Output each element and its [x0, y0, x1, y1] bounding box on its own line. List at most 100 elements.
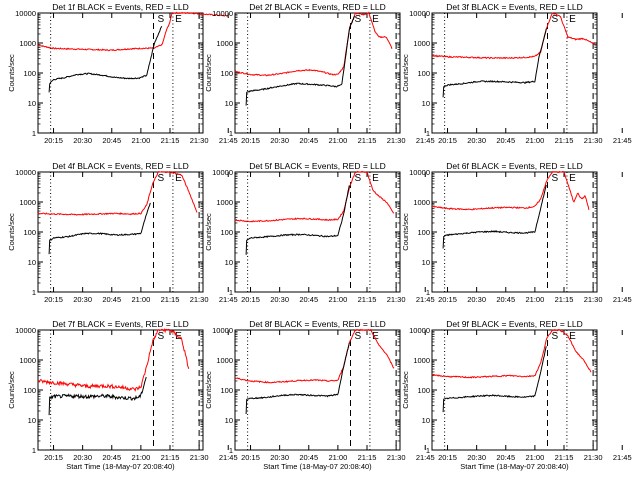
x-tick-label: 20:45 [299, 295, 318, 304]
y-tick-label: 10 [422, 416, 430, 425]
x-tick-label: 20:30 [467, 453, 486, 462]
x-tick-label: 20:30 [270, 136, 289, 145]
y-tick-label: 1 [229, 129, 233, 138]
y-tick-label: 100 [23, 386, 36, 395]
x-tick-label: 20:15 [438, 453, 457, 462]
x-tick-label: 20:15 [241, 136, 260, 145]
y-tick-label: 1000 [19, 356, 36, 365]
x-tick-label: 21:00 [328, 136, 347, 145]
chart-panel-3: Det 3f BLACK = Events, RED = LLD 1 10 100 10… [401, 2, 632, 145]
y-tick-label: 1 [426, 129, 430, 138]
chart-title: Det 2f BLACK = Events, RED = LLD [249, 2, 386, 12]
x-tick-label: 21:00 [328, 295, 347, 304]
y-axis-label: Counts/sec [401, 371, 410, 409]
y-tick-label: 1 [229, 288, 233, 297]
x-tick-label: 20:15 [241, 453, 260, 462]
events-series-line [48, 202, 151, 255]
x-tick-label: 21:15 [358, 136, 377, 145]
x-tick-label: 20:30 [270, 453, 289, 462]
x-tick-label: 20:45 [102, 136, 121, 145]
y-tick-label: 1000 [413, 198, 430, 207]
y-tick-label: 1000 [216, 198, 233, 207]
chart-title: Det 1f BLACK = Events, RED = LLD [52, 2, 189, 12]
x-tick-label: 20:45 [496, 136, 515, 145]
x-tick-label: 20:45 [102, 295, 121, 304]
x-tick-label: 21:45 [613, 453, 632, 462]
y-tick-label: 10000 [212, 326, 233, 335]
chart-panel-4: Det 4f BLACK = Events, RED = LLD 1 10 100 10… [7, 161, 238, 304]
x-tick-label: 20:45 [299, 453, 318, 462]
events-series-line [442, 346, 547, 413]
chart-title: Det 4f BLACK = Events, RED = LLD [52, 161, 189, 171]
lld-series-line [37, 328, 190, 392]
x-tick-label: 21:45 [613, 136, 632, 145]
x-tick-label: 21:15 [161, 295, 180, 304]
x-tick-label: 21:30 [387, 453, 406, 462]
marker-s: S [355, 14, 362, 25]
x-tick-label: 20:45 [299, 136, 318, 145]
marker-e: E [175, 173, 182, 184]
marker-s: S [355, 331, 362, 342]
y-tick-label: 10000 [409, 168, 430, 177]
y-tick-label: 100 [23, 228, 36, 237]
x-tick-label: 20:30 [73, 136, 92, 145]
x-tick-label: 21:45 [416, 136, 435, 145]
marker-s: S [552, 173, 559, 184]
chart-title: Det 8f BLACK = Events, RED = LLD [249, 319, 386, 329]
x-tick-label: 21:15 [161, 453, 180, 462]
x-axis-label: Start Time (18-May-07 20:08:40) [460, 462, 569, 471]
marker-e: E [175, 331, 182, 342]
x-tick-label: 20:30 [467, 295, 486, 304]
y-axis-label: Counts/sec [204, 54, 213, 92]
lld-series-line [234, 328, 395, 384]
chart-title: Det 6f BLACK = Events, RED = LLD [446, 161, 583, 171]
x-tick-label: 20:45 [496, 453, 515, 462]
y-tick-label: 1 [229, 446, 233, 455]
marker-e: E [372, 14, 379, 25]
x-axis-label: Start Time (18-May-07 20:08:40) [263, 462, 372, 471]
events-series-line [245, 185, 350, 255]
x-tick-label: 21:00 [328, 453, 347, 462]
chart-panel-5: Det 5f BLACK = Events, RED = LLD 1 10 100 10… [204, 161, 435, 304]
x-tick-label: 20:45 [102, 453, 121, 462]
events-series-line [48, 25, 163, 93]
y-tick-label: 1 [426, 288, 430, 297]
lld-series-line [37, 11, 229, 52]
chart-panel-8: Det 8f BLACK = Events, RED = LLD 1 10 100 10… [204, 319, 435, 471]
y-tick-label: 1 [32, 446, 36, 455]
y-axis-label: Counts/sec [7, 213, 16, 251]
y-tick-label: 10 [28, 416, 36, 425]
chart-panel-2: Det 2f BLACK = Events, RED = LLD 1 10 100 10… [204, 2, 435, 145]
chart-title: Det 3f BLACK = Events, RED = LLD [446, 2, 583, 12]
x-tick-label: 21:30 [584, 295, 603, 304]
x-tick-label: 21:00 [525, 295, 544, 304]
x-tick-label: 21:45 [219, 295, 238, 304]
y-tick-label: 10 [225, 416, 233, 425]
marker-s: S [158, 331, 165, 342]
y-tick-label: 100 [417, 386, 430, 395]
marker-s: S [355, 173, 362, 184]
y-tick-label: 100 [220, 69, 233, 78]
y-tick-label: 1 [426, 446, 430, 455]
chart-title: Det 7f BLACK = Events, RED = LLD [52, 319, 189, 329]
y-axis-label: Counts/sec [204, 213, 213, 251]
y-tick-label: 1000 [216, 356, 233, 365]
lld-series-line [431, 328, 592, 379]
x-tick-label: 21:00 [525, 136, 544, 145]
y-tick-label: 10000 [15, 9, 36, 18]
chart-panel-6: Det 6f BLACK = Events, RED = LLD 1 10 100 10… [401, 161, 632, 304]
x-tick-label: 20:30 [73, 295, 92, 304]
chart-panel-7: Det 7f BLACK = Events, RED = LLD 1 10 100 10… [7, 319, 238, 471]
plot-frame [431, 12, 598, 134]
x-tick-label: 21:00 [131, 295, 150, 304]
y-tick-label: 1 [32, 129, 36, 138]
y-tick-label: 1 [32, 288, 36, 297]
chart-panel-9: Det 9f BLACK = Events, RED = LLD 1 10 100 10… [401, 319, 632, 471]
y-axis-label: Counts/sec [401, 54, 410, 92]
y-tick-label: 1000 [413, 356, 430, 365]
y-tick-label: 10000 [15, 326, 36, 335]
marker-e: E [569, 14, 576, 25]
y-tick-label: 1000 [19, 39, 36, 48]
marker-e: E [569, 331, 576, 342]
